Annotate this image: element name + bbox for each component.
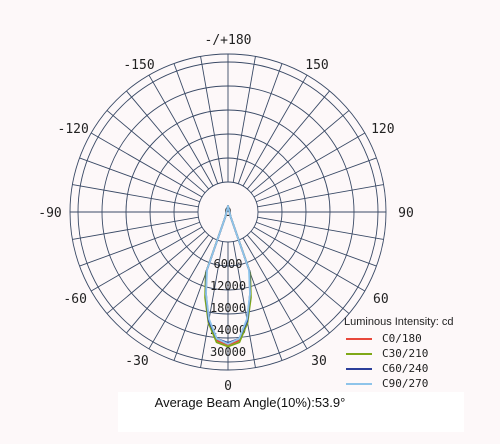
grid-spoke-40 [246,234,330,334]
angle-label-5: 30 [311,354,327,369]
grid-spoke-220 [126,90,210,190]
beam-angle-caption: Average Beam Angle(10%):53.9° [154,395,346,410]
grid-spoke-330 [148,237,214,350]
grid-spoke-200 [173,63,219,184]
angle-label-3: 90 [398,206,414,221]
angle-label-10: -120 [58,122,89,137]
radial-tick-3: 18000 [210,301,246,315]
legend-label: C90/270 [382,377,429,390]
legend-label: C0/180 [382,332,422,345]
radial-tick-1: 6000 [214,257,243,271]
series-C90-270 [205,205,251,345]
grid-spoke-250 [79,157,200,203]
grid-spoke-60 [253,226,366,292]
caption-background [118,392,464,432]
grid-spoke-110 [256,157,377,203]
angle-label-7: -30 [125,354,148,369]
angle-label-8: -60 [63,292,86,307]
legend: Luminous Intensity: cd C0/180 C30/210 C60/… [344,316,494,391]
legend-label: C30/210 [382,347,429,360]
radial-tick-4: 24000 [210,323,246,337]
radial-tick-5: 30000 [210,345,246,359]
grid-spoke-80 [257,216,384,240]
grid-spoke-70 [256,221,377,267]
legend-swatch [346,352,372,355]
grid-spoke-320 [126,234,210,334]
grid-spoke-100 [257,184,384,208]
grid-spoke-50 [250,230,350,314]
radial-tick-0: 0 [224,205,231,219]
angle-label-11: -150 [123,58,154,73]
legend-label: C60/240 [382,362,429,375]
grid-spoke-290 [79,221,200,267]
grid-spoke-310 [106,230,206,314]
legend-item-C30-210: C30/210 [344,346,494,361]
grid-spoke-260 [72,184,199,208]
grid-spoke-120 [253,132,366,198]
legend-title: Luminous Intensity: cd [344,316,454,328]
grid-spoke-300 [90,226,203,292]
angle-label-9: -90 [38,206,61,221]
legend-swatch [346,382,372,385]
grid-spoke-170 [232,56,256,183]
grid-spoke-160 [237,63,283,184]
grid-spoke-280 [72,216,199,240]
legend-item-C0-180: C0/180 [344,331,494,346]
angle-label-4: 60 [373,292,389,307]
angle-label-0: -/+180 [205,33,252,48]
legend-item-C60-240: C60/240 [344,361,494,376]
angle-label-1: 150 [305,58,328,73]
grid-spoke-130 [250,110,350,194]
grid-spoke-150 [242,74,308,187]
grid-spoke-30 [242,237,308,350]
radial-tick-2: 12000 [210,279,246,293]
grid-spoke-240 [90,132,203,198]
grid-spoke-10 [232,241,256,368]
legend-item-C90-270: C90/270 [344,376,494,391]
legend-swatch [346,337,372,340]
grid-spoke-350 [200,241,224,368]
legend-swatch [346,367,372,370]
grid-spoke-190 [200,56,224,183]
angle-label-6: 0 [224,379,232,394]
angle-label-2: 120 [371,122,394,137]
grid-spoke-210 [148,74,214,187]
grid-spoke-140 [246,90,330,190]
grid-spoke-230 [106,110,206,194]
